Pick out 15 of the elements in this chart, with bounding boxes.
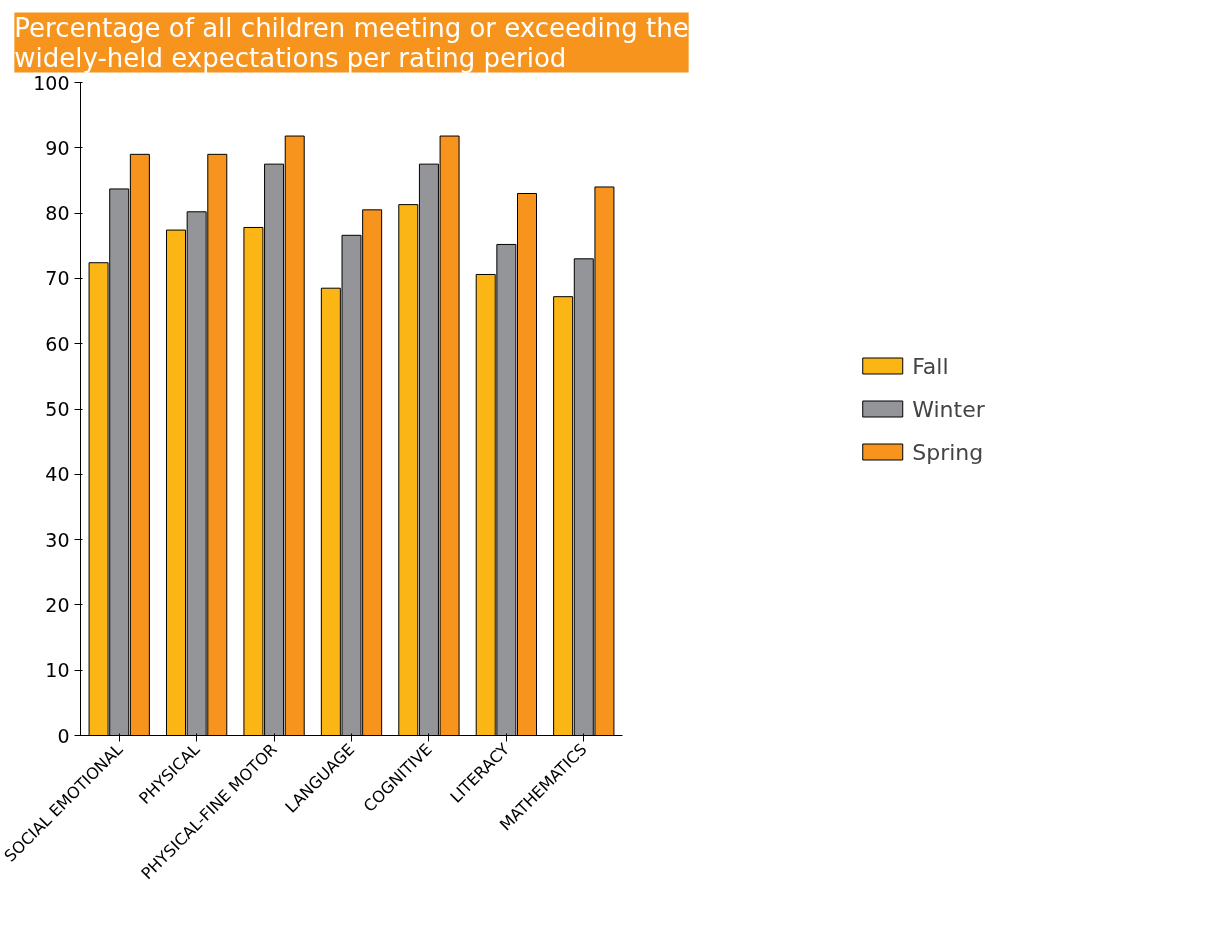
y-tick-label: 30 [45,528,70,551]
legend-label: Winter [912,396,985,421]
y-tick-label: 20 [45,593,70,616]
y-tick-label: 70 [45,267,70,290]
legend-label: Spring [912,439,984,464]
y-tick-label: 80 [45,202,70,225]
y-tick-label: 100 [33,71,70,94]
chart-title: Percentage of all children meeting or exceeding the widely-held expectations per rating period [14,12,689,73]
legend-label: Fall [912,353,949,378]
y-tick-label: 90 [45,136,70,159]
y-tick-label: 60 [45,332,70,355]
y-tick-label: 40 [45,463,70,486]
y-tick-label: 0 [57,724,70,747]
y-tick-label: 50 [45,398,70,420]
y-tick-label: 10 [45,659,70,682]
